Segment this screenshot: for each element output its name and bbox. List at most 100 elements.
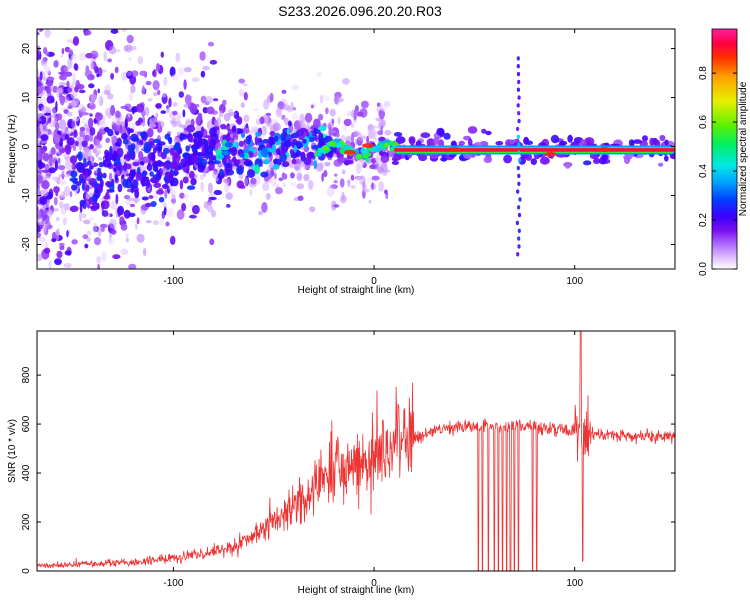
spectrogram-speckle — [175, 52, 181, 63]
spectrogram-speckle — [343, 118, 352, 127]
spectrogram-speckle — [282, 104, 291, 111]
spectrogram-speckle — [163, 206, 167, 216]
spectrogram-speckle — [357, 136, 363, 141]
spectrogram-band-blob — [153, 138, 161, 144]
spectrogram-vertical-artifact — [517, 212, 522, 218]
spectrogram-speckle — [209, 59, 218, 65]
spectrogram-speckle — [340, 195, 347, 204]
spectrogram-band-blob — [130, 184, 135, 194]
spectrogram-carrier-halo — [393, 132, 403, 137]
spectrogram-y-label: Frequency (Hz) — [7, 115, 18, 184]
spectrogram-speckle — [67, 111, 73, 117]
spectrogram-y-tick-label: -10 — [21, 188, 32, 203]
spectrogram-band-blob — [200, 138, 209, 146]
spectrogram-tube-blob — [388, 140, 394, 147]
spectrogram-speckle — [120, 223, 128, 231]
spectrogram-speckle — [350, 122, 355, 129]
spectrogram-band-blob — [180, 133, 188, 140]
spectrogram-band-blob — [192, 156, 199, 164]
spectrogram-vertical-artifact — [516, 87, 521, 92]
spectrogram-speckle — [165, 221, 170, 227]
spectrogram-band-blob — [158, 196, 165, 203]
spectrogram-speckle — [339, 178, 345, 188]
spectrogram-speckle — [119, 216, 125, 224]
spectrogram-speckle — [99, 223, 108, 229]
spectrogram-speckle — [214, 119, 218, 127]
spectrogram-speckle — [171, 74, 179, 81]
spectrogram-speckle — [229, 133, 234, 138]
spectrogram-speckle — [249, 188, 253, 196]
spectrogram-band-blob — [103, 195, 111, 200]
spectrogram-band-blob — [185, 145, 190, 152]
spectrogram-speckle — [378, 181, 384, 192]
spectrogram-band-blob — [191, 145, 198, 153]
spectrogram-band-blob — [182, 176, 189, 184]
spectrogram-speckle — [98, 157, 103, 161]
snr-panel: -100 0 100 0 200 400 600 800 Height of straight… — [7, 330, 676, 596]
spectrogram-band-blob — [83, 163, 88, 168]
spectrogram-band-blob — [169, 147, 175, 156]
spectrogram-band-blob — [101, 200, 110, 210]
spectrogram-band-blob — [101, 210, 109, 217]
spectrogram-speckle — [66, 137, 75, 146]
spectrogram-band-blob — [139, 161, 145, 166]
spectrogram-speckle — [59, 244, 65, 251]
spectrogram-speckle — [51, 176, 60, 180]
spectrogram-vertical-artifact — [516, 103, 520, 108]
snr-y-label: SNR (10 * v/v) — [7, 419, 18, 483]
spectrogram-speckle — [296, 172, 303, 182]
spectrogram-band-blob — [279, 149, 284, 156]
colorbar-tick-label: 0.0 — [698, 262, 709, 276]
spectrogram-vertical-artifact — [517, 118, 521, 124]
spectrogram-band-blob — [260, 147, 269, 158]
spectrogram-speckle — [350, 174, 355, 181]
spectrogram-carrier-halo — [391, 160, 399, 165]
spectrogram-speckle — [159, 218, 165, 226]
spectrogram-speckle — [48, 156, 56, 165]
spectrogram-band-blob — [92, 201, 98, 212]
spectrogram-speckle — [56, 152, 60, 157]
spectrogram-speckle — [60, 54, 64, 58]
spectrogram-speckle — [199, 51, 206, 61]
spectrogram-speckle — [66, 230, 69, 238]
spectrogram-band-blob — [200, 158, 208, 167]
colorbar-tick-label: 0.2 — [698, 213, 709, 227]
spectrogram-speckle — [140, 175, 149, 187]
spectrogram-speckle — [38, 116, 47, 125]
spectrogram-speckle — [259, 116, 265, 125]
spectrogram-speckle — [50, 147, 56, 155]
spectrogram-x-tick-label: 100 — [566, 276, 583, 287]
spectrogram-speckle — [383, 101, 391, 108]
spectrogram-band-blob — [163, 161, 169, 169]
spectrogram-speckle — [160, 110, 167, 114]
colorbar-scale — [711, 28, 738, 270]
spectrogram-y-tick-label: 10 — [21, 92, 32, 104]
spectrogram-band-blob — [69, 155, 78, 164]
spectrogram-speckle — [44, 247, 51, 254]
spectrogram-band-blob — [143, 146, 151, 154]
spectrogram-speckle — [351, 132, 355, 143]
spectrogram-speckle — [282, 182, 286, 188]
spectrogram-tube-blob — [335, 142, 344, 148]
spectrogram-speckle — [56, 87, 64, 94]
spectrogram-speckle — [119, 124, 123, 134]
spectrogram-band-blob — [190, 178, 197, 186]
spectrogram-band-blob — [282, 161, 290, 168]
spectrogram-band-blob — [264, 158, 270, 164]
spectrogram-speckle — [140, 122, 147, 127]
snr-frame — [36, 330, 676, 572]
spectrogram-speckle — [155, 63, 161, 72]
spectrogram-speckle — [88, 102, 96, 110]
spectrogram-speckle — [90, 156, 95, 167]
spectrogram-speckle — [249, 128, 258, 134]
spectrogram-speckle — [218, 110, 224, 118]
spectrogram-speckle — [51, 113, 57, 118]
spectrogram-speckle — [325, 107, 329, 115]
spectrogram-speckle — [211, 210, 216, 218]
spectrogram-band-blob — [306, 151, 316, 159]
spectrogram-band-blob — [141, 172, 146, 178]
spectrogram-band-blob — [208, 163, 215, 171]
spectrogram-speckle — [226, 204, 231, 208]
spectrogram-speckle — [273, 171, 277, 178]
spectrogram-speckle — [269, 160, 273, 171]
